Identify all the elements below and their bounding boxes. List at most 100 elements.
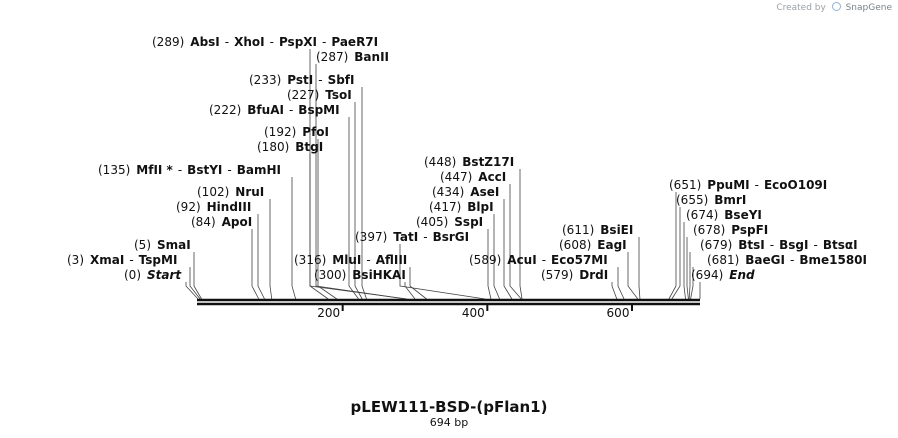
enzyme-separator: -	[318, 73, 323, 87]
site-leader-line	[185, 282, 199, 300]
enzyme-name: BsrGI	[432, 230, 470, 244]
enzyme-name: BaeGI	[745, 253, 785, 267]
site-position: (192)	[264, 125, 297, 139]
map-title: pLEW111-BSD-(pFlan1)	[350, 398, 548, 416]
enzyme-separator: -	[177, 163, 183, 177]
enzyme-name: SspI	[454, 215, 484, 229]
site-position: (227)	[287, 88, 320, 102]
site-leader-line	[291, 177, 297, 300]
site-label: (300) BsiHKAI	[314, 268, 406, 282]
enzyme-name: BsiHKAI	[352, 268, 406, 282]
site-position: (233)	[249, 73, 282, 87]
credit-brand: SnapGene	[845, 3, 892, 13]
site-leader-line	[638, 237, 641, 300]
site-leader-line	[519, 169, 523, 300]
site-leader-line	[409, 267, 427, 300]
site-position: (84)	[191, 215, 216, 229]
site-label: (180) BtgI	[257, 140, 323, 154]
site-position: (674)	[686, 208, 719, 222]
site-label: (289) AbsI - XhoI - PspXI - PaeR7I	[152, 35, 378, 49]
site-label: (655) BmrI	[676, 193, 746, 207]
enzyme-separator: -	[224, 35, 230, 49]
map-length: 694 bp	[429, 416, 469, 429]
enzyme-name: BmrI	[714, 193, 747, 207]
site-position: (434)	[432, 185, 465, 199]
site-position: (694)	[691, 268, 724, 282]
site-position: (579)	[541, 268, 574, 282]
site-leader-line	[493, 214, 501, 300]
scale-ticks	[341, 305, 634, 311]
site-leader-line	[315, 64, 406, 300]
site-leader-line	[193, 252, 202, 300]
enzyme-name: BsiEI	[600, 223, 634, 237]
enzyme-separator: -	[227, 163, 232, 177]
site-position: (92)	[176, 200, 201, 214]
enzyme-name: End	[729, 268, 755, 282]
site-position: (589)	[469, 253, 502, 267]
site-leader-line	[189, 267, 201, 300]
site-leader-line	[309, 154, 329, 300]
enzyme-name: PspFI	[731, 223, 769, 237]
enzyme-name: Bme1580I	[799, 253, 867, 267]
site-label: (447) AccI	[440, 170, 506, 184]
site-position: (611)	[562, 223, 595, 237]
enzyme-name: BanII	[354, 50, 389, 64]
enzyme-name: AflIII	[375, 253, 408, 267]
site-position: (300)	[314, 268, 347, 282]
enzyme-separator: -	[288, 103, 294, 117]
site-leader-line	[317, 139, 338, 300]
site-label: (397) TatI - BsrGI	[355, 230, 469, 244]
site-leader-line	[686, 237, 689, 300]
enzyme-name: DrdI	[579, 268, 609, 282]
enzyme-name: PaeR7I	[331, 35, 379, 49]
enzyme-name: BtsαI	[822, 238, 858, 252]
enzyme-name: EcoO109I	[763, 178, 828, 192]
enzyme-name: AseI	[470, 185, 500, 199]
enzyme-name: SmaI	[157, 238, 191, 252]
site-position: (651)	[669, 178, 702, 192]
site-label: (678) PspFI	[693, 223, 768, 237]
enzyme-name: BtsI	[738, 238, 765, 252]
enzyme-name: HindIII	[206, 200, 252, 214]
site-label: (448) BstZ17I	[424, 155, 514, 169]
site-label: (589) AcuI - Eco57MI	[469, 253, 608, 267]
enzyme-name: MluI	[332, 253, 362, 267]
site-position: (0)	[124, 268, 141, 282]
enzyme-name: BfuAI	[247, 103, 284, 117]
site-leader-line	[627, 252, 639, 300]
site-label: (135) MfII * - BstYI - BamHI	[98, 163, 281, 177]
site-label: (287) BanII	[316, 50, 389, 64]
enzyme-name: Start	[147, 268, 182, 282]
site-position: (287)	[316, 50, 349, 64]
site-leader-line	[487, 229, 492, 300]
site-label: (611) BsiEI	[562, 223, 633, 237]
enzyme-name: ApoI	[221, 215, 253, 229]
site-position: (417)	[429, 200, 462, 214]
site-leader-line	[611, 282, 618, 300]
enzyme-name: SbfI	[327, 73, 355, 87]
site-leader-line	[671, 207, 681, 300]
site-label: (5) SmaI	[134, 238, 191, 252]
snapgene-logo-icon	[831, 2, 841, 11]
site-position: (678)	[693, 223, 726, 237]
enzyme-name: EagI	[597, 238, 627, 252]
site-position: (448)	[424, 155, 457, 169]
enzyme-separator: -	[322, 35, 327, 49]
site-label: (0) Start	[124, 268, 181, 282]
site-label: (681) BaeGI - Bme1580I	[707, 253, 867, 267]
site-position: (5)	[134, 238, 151, 252]
site-leader-line	[269, 199, 273, 300]
enzyme-name: TspMI	[138, 253, 178, 267]
enzyme-separator: -	[813, 238, 818, 252]
site-leader-line	[690, 267, 694, 300]
site-leader-line	[503, 199, 513, 300]
site-position: (679)	[700, 238, 733, 252]
site-label: (679) BtsI - BsgI - BtsαI	[700, 238, 858, 252]
site-position: (102)	[197, 185, 230, 199]
enzyme-name: TsoI	[325, 88, 352, 102]
site-leader-line	[348, 117, 359, 300]
enzyme-name: AccI	[478, 170, 507, 184]
site-label: (316) MluI - AflIII	[294, 253, 407, 267]
site-position: (608)	[559, 238, 592, 252]
